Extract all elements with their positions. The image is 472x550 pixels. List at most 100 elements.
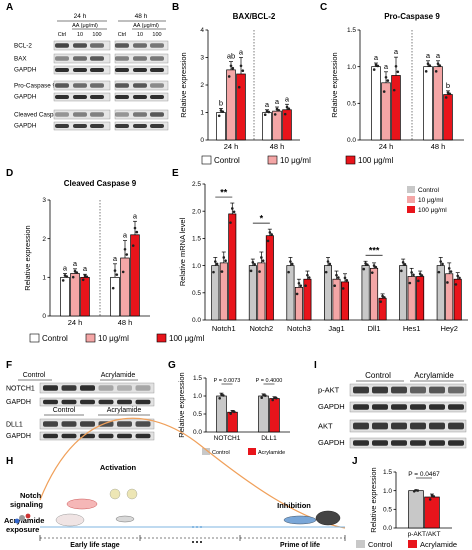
data-point — [230, 207, 234, 210]
blot-band — [55, 112, 69, 117]
blot-band — [115, 124, 129, 128]
data-point — [381, 294, 384, 298]
panel-letter-g: G — [168, 360, 176, 371]
data-point — [410, 271, 413, 274]
y-axis-label: Relative expression — [179, 52, 188, 117]
x-tick-label: Dll1 — [368, 324, 381, 333]
panel-letter-a: A — [6, 2, 13, 13]
data-point — [71, 275, 75, 279]
data-point — [326, 260, 330, 263]
blot-band — [98, 399, 114, 405]
data-point — [121, 270, 125, 274]
blot-row-label: GAPDH — [6, 399, 31, 406]
bar-control — [110, 276, 120, 317]
significance-letter: a — [73, 259, 78, 268]
data-point — [394, 65, 398, 68]
y-tick-label: 2.0 — [192, 208, 201, 215]
data-point — [428, 64, 432, 67]
notch-signaling-label: Notch — [20, 491, 42, 500]
bar-control — [216, 395, 227, 433]
data-point — [268, 231, 272, 234]
bar-100-g-ml — [80, 276, 90, 317]
x-tick-label: 48 h — [118, 318, 133, 327]
y-axis-label: Relative expression — [369, 467, 378, 532]
blot-band — [391, 404, 407, 410]
blot-band — [117, 399, 132, 405]
data-point — [372, 68, 376, 71]
bar-control — [324, 265, 333, 321]
data-point — [289, 260, 292, 263]
data-point — [408, 281, 412, 285]
bar-control — [361, 265, 370, 321]
acrylamide-label: Acrylamide — [101, 372, 136, 379]
blot-band — [43, 399, 58, 405]
chart-title: Pro-Caspase 9 — [384, 12, 440, 21]
blot-band — [353, 440, 369, 446]
panel-letter-f: F — [6, 360, 12, 371]
x-tick-label: NOTCH1 — [214, 435, 241, 442]
significance-letter: b — [446, 81, 450, 90]
blot-row-label: GAPDH — [318, 438, 345, 447]
blot-membrane — [39, 397, 155, 407]
data-point — [260, 396, 264, 400]
x-tick-label: 48 h — [431, 142, 446, 151]
legend-label: Acrylamide — [420, 540, 457, 549]
blot-band — [115, 95, 129, 99]
data-point — [333, 284, 337, 288]
blot-band — [150, 95, 164, 99]
blot-membrane — [39, 418, 155, 430]
blot-band — [73, 56, 87, 61]
blot-band — [55, 124, 69, 128]
data-point — [306, 273, 309, 277]
data-point — [229, 64, 233, 68]
y-axis-label: Relative mRNA level — [178, 217, 187, 286]
data-point — [65, 275, 69, 278]
data-point — [133, 226, 137, 230]
y-axis-label: Relative expression — [330, 52, 339, 117]
blot-band — [372, 386, 388, 394]
lane-label: Ctrl — [58, 32, 67, 38]
y-tick-label: 2 — [42, 236, 46, 243]
blot-row-label: AKT — [318, 422, 333, 431]
blot-band — [115, 56, 129, 61]
blot-row-label: p-AKT — [318, 386, 340, 395]
blot-band — [133, 124, 147, 128]
data-point — [335, 273, 338, 277]
data-point — [424, 70, 428, 73]
x-tick-label: 24 h — [224, 142, 239, 151]
ellipsis-dot — [200, 526, 202, 528]
blot-band — [61, 433, 77, 439]
y-tick-label: 2 — [200, 82, 204, 89]
x-tick-label: Notch3 — [287, 324, 311, 333]
notch-signaling-label-2: signaling — [10, 500, 43, 509]
bar-10-g-ml — [370, 267, 379, 321]
blot-band — [429, 386, 445, 394]
data-point — [436, 62, 440, 66]
data-point — [396, 70, 400, 74]
data-point — [401, 261, 405, 264]
blot-band — [410, 386, 426, 394]
blot-band — [90, 83, 104, 88]
blot-band — [61, 421, 77, 427]
significance-letter: a — [239, 48, 244, 57]
blot-band — [150, 112, 164, 117]
data-point — [260, 256, 263, 259]
data-point — [438, 64, 442, 67]
significance-letter: a — [394, 47, 399, 56]
blot-band — [372, 422, 388, 430]
blot-band — [117, 385, 132, 391]
data-point — [383, 296, 386, 299]
blot-band — [410, 404, 426, 410]
data-point — [258, 270, 261, 273]
blot-band — [150, 83, 164, 88]
blot-band — [90, 68, 104, 72]
y-tick-label: 1.5 — [192, 236, 201, 243]
legend-swatch — [29, 333, 40, 343]
blot-band — [90, 112, 104, 117]
blot-band — [429, 422, 445, 430]
blot-band — [115, 112, 129, 117]
legend-label: 10 μg/ml — [280, 156, 311, 165]
blot-band — [448, 404, 464, 410]
y-tick-label: 1.0 — [347, 64, 356, 71]
